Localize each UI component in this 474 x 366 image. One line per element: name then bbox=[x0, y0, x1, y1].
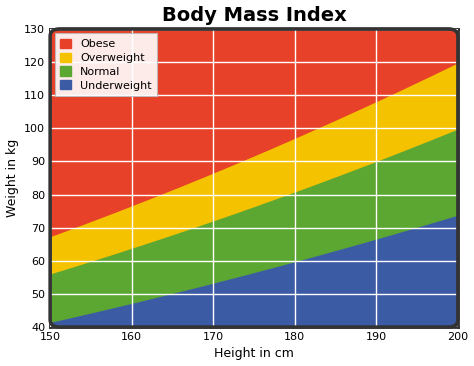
Title: Body Mass Index: Body Mass Index bbox=[162, 5, 346, 25]
Y-axis label: Weight in kg: Weight in kg bbox=[6, 139, 18, 217]
Legend: Obese, Overweight, Normal, Underweight: Obese, Overweight, Normal, Underweight bbox=[55, 33, 157, 96]
X-axis label: Height in cm: Height in cm bbox=[214, 347, 294, 361]
